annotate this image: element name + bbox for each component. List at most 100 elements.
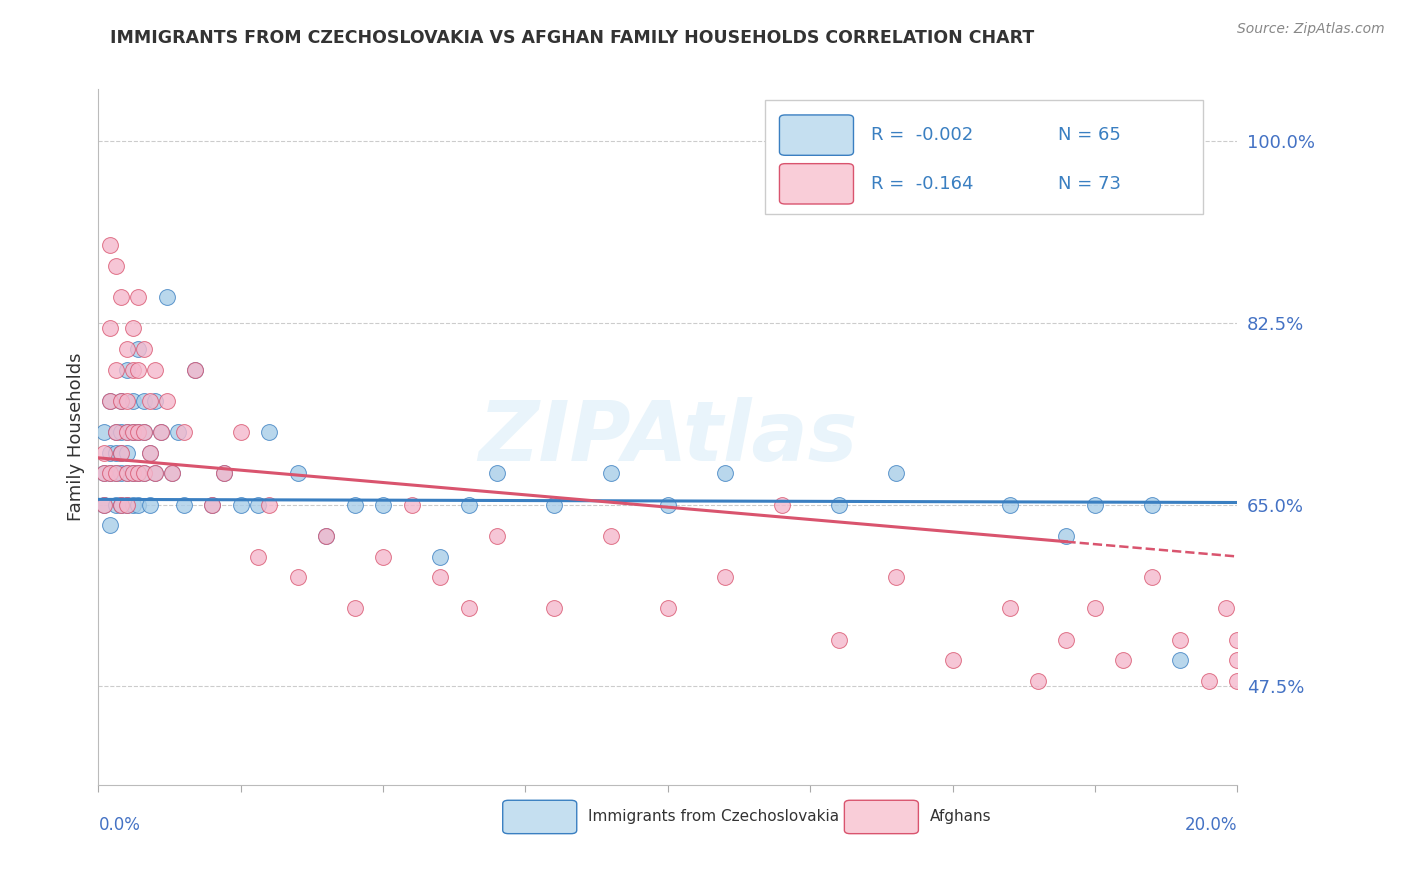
Point [93, 445, 115, 459]
Point [212, 467, 235, 481]
Point [173, 425, 195, 439]
Point [1056, 632, 1078, 647]
Text: N = 65: N = 65 [1059, 126, 1122, 145]
FancyBboxPatch shape [779, 115, 853, 155]
Text: 20.0%: 20.0% [1185, 816, 1237, 834]
Point [104, 425, 127, 439]
Point [1170, 653, 1192, 667]
Point [150, 425, 173, 439]
Point [115, 425, 138, 439]
Text: IMMIGRANTS FROM CZECHOSLOVAKIA VS AFGHAN FAMILY HOUSEHOLDS CORRELATION CHART: IMMIGRANTS FROM CZECHOSLOVAKIA VS AFGHAN… [110, 29, 1033, 47]
Point [132, 342, 155, 356]
Point [1170, 632, 1192, 647]
FancyBboxPatch shape [779, 163, 853, 204]
Point [162, 467, 184, 481]
Point [98, 467, 121, 481]
Point [486, 529, 509, 543]
Point [98, 518, 121, 533]
Point [98, 467, 121, 481]
Point [401, 498, 423, 512]
Point [600, 529, 623, 543]
Point [212, 467, 235, 481]
Point [884, 467, 907, 481]
Point [315, 529, 337, 543]
Point [121, 362, 143, 376]
Point [127, 467, 149, 481]
Point [486, 467, 509, 481]
Point [1112, 653, 1135, 667]
Point [115, 467, 138, 481]
Point [543, 601, 565, 615]
Point [184, 362, 207, 376]
Point [127, 342, 149, 356]
Point [315, 529, 337, 543]
Point [127, 290, 149, 304]
Point [543, 498, 565, 512]
Point [884, 570, 907, 584]
Point [156, 290, 179, 304]
Point [138, 393, 160, 408]
Point [104, 362, 127, 376]
Point [132, 393, 155, 408]
Point [110, 498, 132, 512]
Point [1198, 674, 1220, 689]
Point [127, 425, 149, 439]
Point [457, 498, 479, 512]
Point [167, 425, 190, 439]
Point [115, 342, 138, 356]
Point [115, 498, 138, 512]
Point [828, 632, 851, 647]
Point [1215, 601, 1237, 615]
Point [828, 498, 851, 512]
Text: R =  -0.002: R = -0.002 [870, 126, 973, 145]
Point [145, 362, 167, 376]
Point [93, 467, 115, 481]
Point [98, 393, 121, 408]
Point [246, 498, 269, 512]
Point [343, 498, 366, 512]
Point [942, 653, 965, 667]
Point [115, 498, 138, 512]
Text: Afghans: Afghans [929, 809, 991, 824]
Point [115, 362, 138, 376]
FancyBboxPatch shape [503, 800, 576, 834]
FancyBboxPatch shape [845, 800, 918, 834]
Point [110, 290, 132, 304]
Point [156, 393, 179, 408]
Point [714, 570, 737, 584]
Point [104, 467, 127, 481]
Text: ZIPAtlas: ZIPAtlas [478, 397, 858, 477]
Point [115, 445, 138, 459]
Point [98, 445, 121, 459]
Point [229, 498, 252, 512]
Point [121, 425, 143, 439]
Point [110, 467, 132, 481]
Point [115, 393, 138, 408]
Point [110, 498, 132, 512]
Point [173, 498, 195, 512]
Point [373, 549, 395, 564]
Point [132, 425, 155, 439]
Point [104, 259, 127, 273]
Point [138, 445, 160, 459]
Point [150, 425, 173, 439]
Point [121, 393, 143, 408]
Point [1084, 601, 1107, 615]
Point [145, 467, 167, 481]
Point [121, 321, 143, 335]
Point [1226, 632, 1249, 647]
Point [287, 467, 309, 481]
Point [127, 362, 149, 376]
Point [657, 498, 679, 512]
Text: N = 73: N = 73 [1059, 175, 1122, 193]
Point [259, 498, 281, 512]
Point [600, 467, 623, 481]
Point [201, 498, 224, 512]
Point [98, 238, 121, 252]
Point [127, 467, 149, 481]
Point [184, 362, 207, 376]
Point [104, 467, 127, 481]
Text: 0.0%: 0.0% [98, 816, 141, 834]
Point [373, 498, 395, 512]
Point [201, 498, 224, 512]
